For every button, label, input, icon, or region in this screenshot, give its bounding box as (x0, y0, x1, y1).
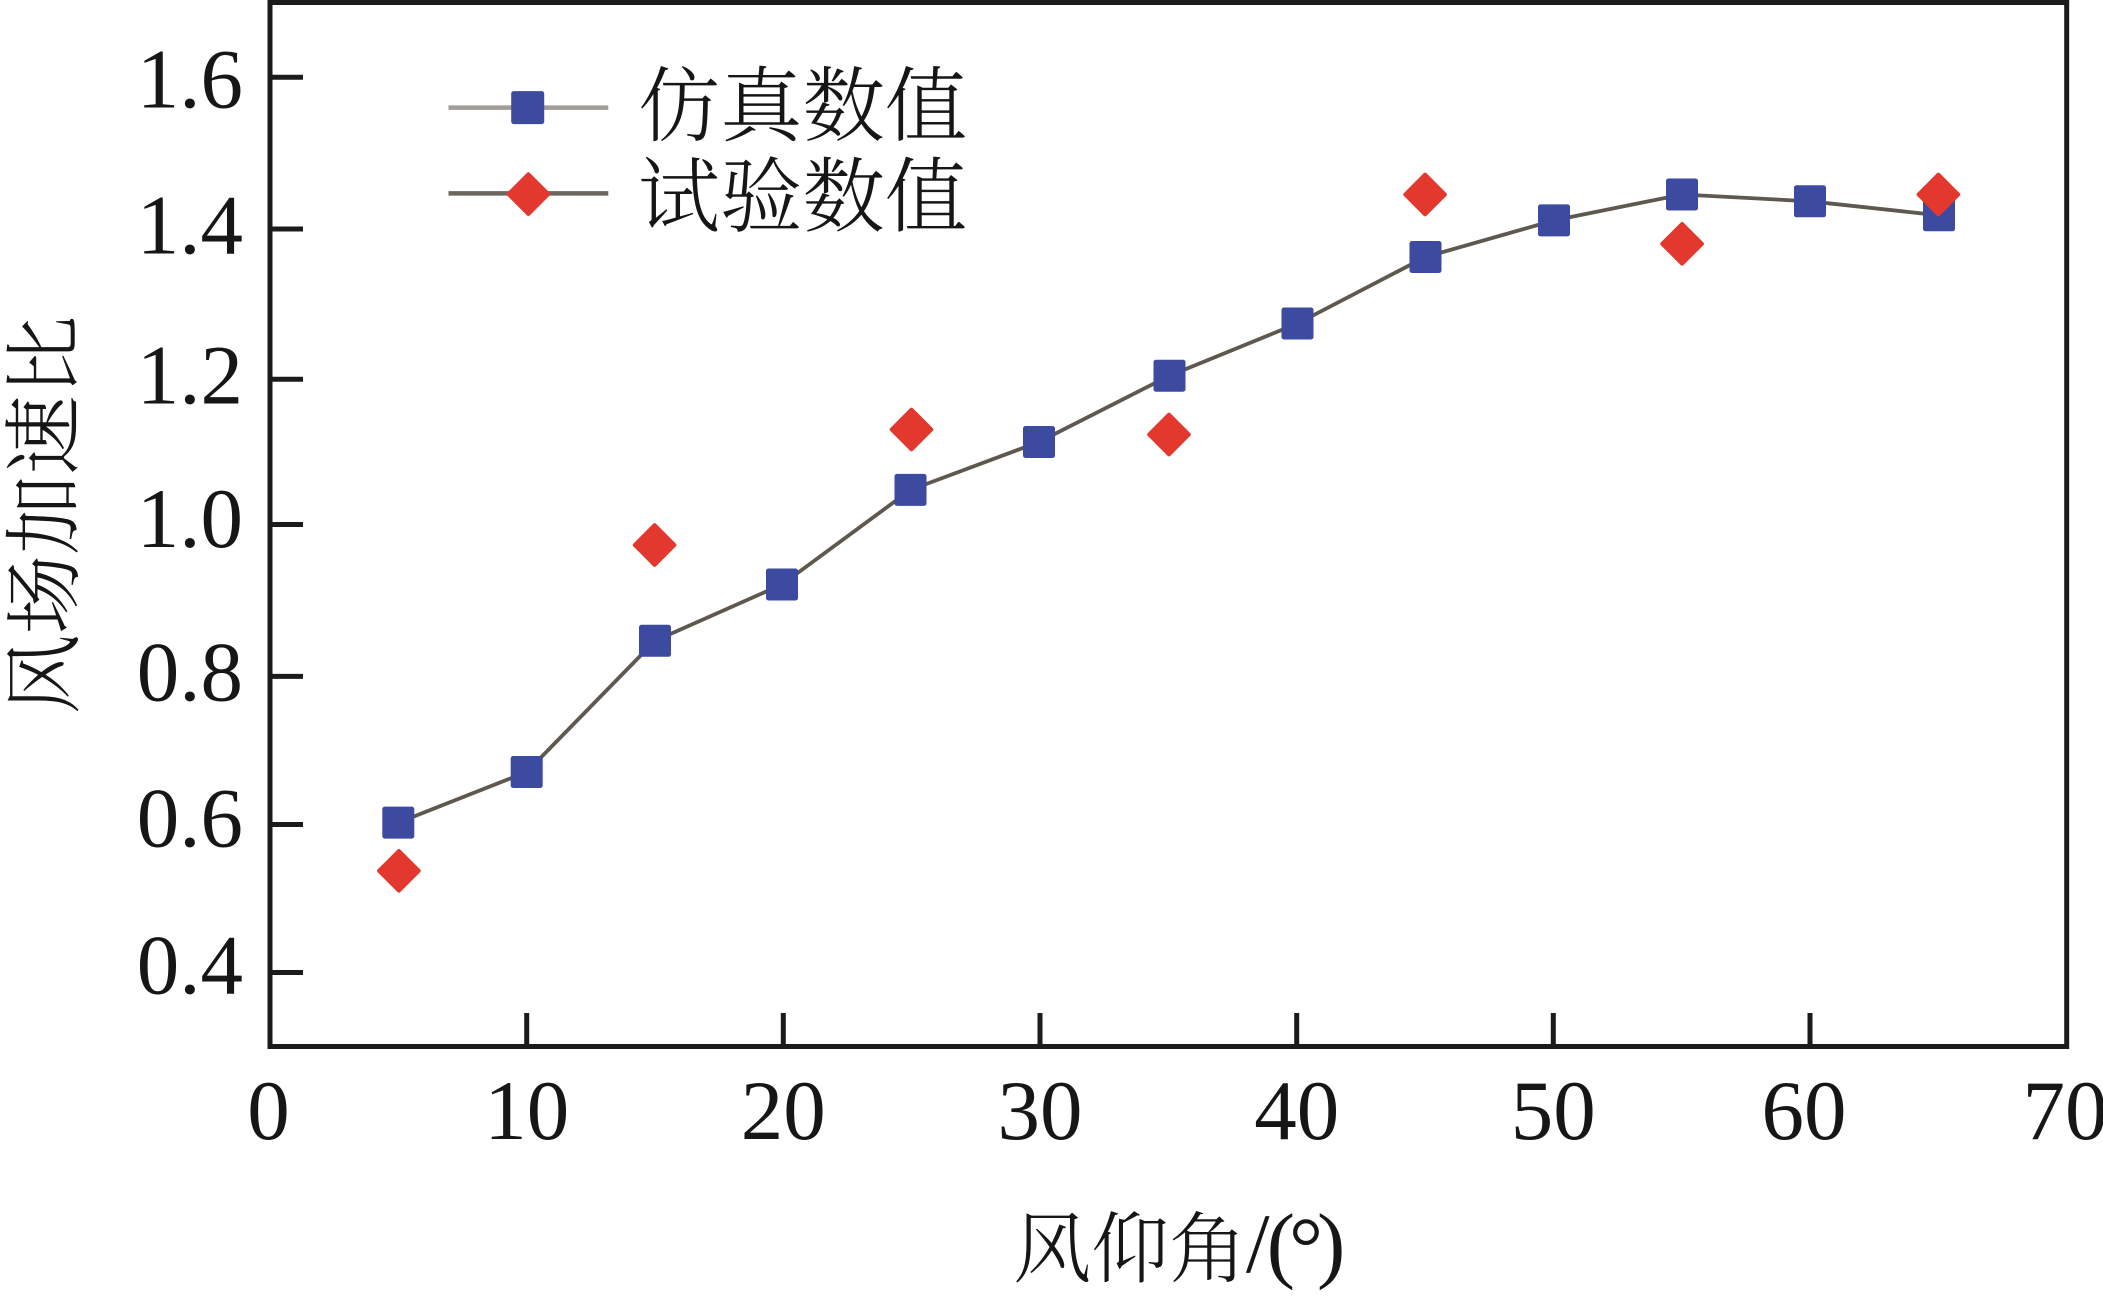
svg-text:1.6: 1.6 (137, 32, 243, 126)
svg-text:1.4: 1.4 (137, 178, 243, 272)
svg-text:1.2: 1.2 (137, 328, 243, 422)
svg-text:70: 70 (2023, 1064, 2103, 1158)
svg-text:1.0: 1.0 (137, 472, 243, 566)
svg-text:40: 40 (1254, 1064, 1339, 1158)
svg-text:60: 60 (1762, 1064, 1847, 1158)
svg-text:10: 10 (484, 1064, 569, 1158)
svg-text:20: 20 (741, 1064, 826, 1158)
svg-text:50: 50 (1511, 1064, 1596, 1158)
svg-text:0.6: 0.6 (137, 772, 243, 866)
svg-text:0.4: 0.4 (137, 919, 243, 1013)
svg-text:30: 30 (998, 1064, 1083, 1158)
svg-text:0: 0 (247, 1064, 290, 1158)
svg-text:0.8: 0.8 (137, 626, 243, 720)
